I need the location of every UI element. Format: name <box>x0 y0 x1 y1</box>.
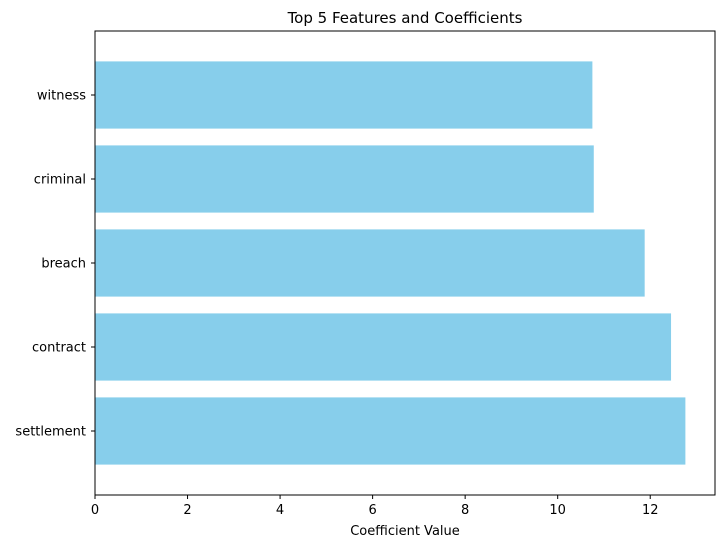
chart-title: Top 5 Features and Coefficients <box>287 9 523 27</box>
bar-witness <box>95 61 593 129</box>
plot-frame <box>94 30 716 496</box>
y-tick-label: criminal <box>34 173 86 188</box>
x-axis-ticks: 0 2 4 6 8 10 12 <box>91 495 659 518</box>
bar-contract <box>95 313 672 381</box>
y-tick-label: witness <box>37 89 86 104</box>
bar-criminal <box>95 145 594 213</box>
x-tick-label: 12 <box>642 503 659 518</box>
x-tick-label: 10 <box>549 503 566 518</box>
x-tick-label: 0 <box>91 503 99 518</box>
x-tick-label: 2 <box>183 503 191 518</box>
bar-breach <box>95 229 645 297</box>
y-tick-label: breach <box>41 257 86 272</box>
y-tick-label: settlement <box>15 425 86 440</box>
x-tick-label: 6 <box>368 503 376 518</box>
x-tick-label: 8 <box>461 503 469 518</box>
bar-settlement <box>95 397 686 465</box>
x-tick-label: 4 <box>276 503 284 518</box>
y-axis-ticks: witness criminal breach contract settlement <box>15 89 95 440</box>
x-axis-label: Coefficient Value <box>350 524 460 539</box>
bars-layer <box>95 61 686 465</box>
y-tick-label: contract <box>32 341 86 356</box>
